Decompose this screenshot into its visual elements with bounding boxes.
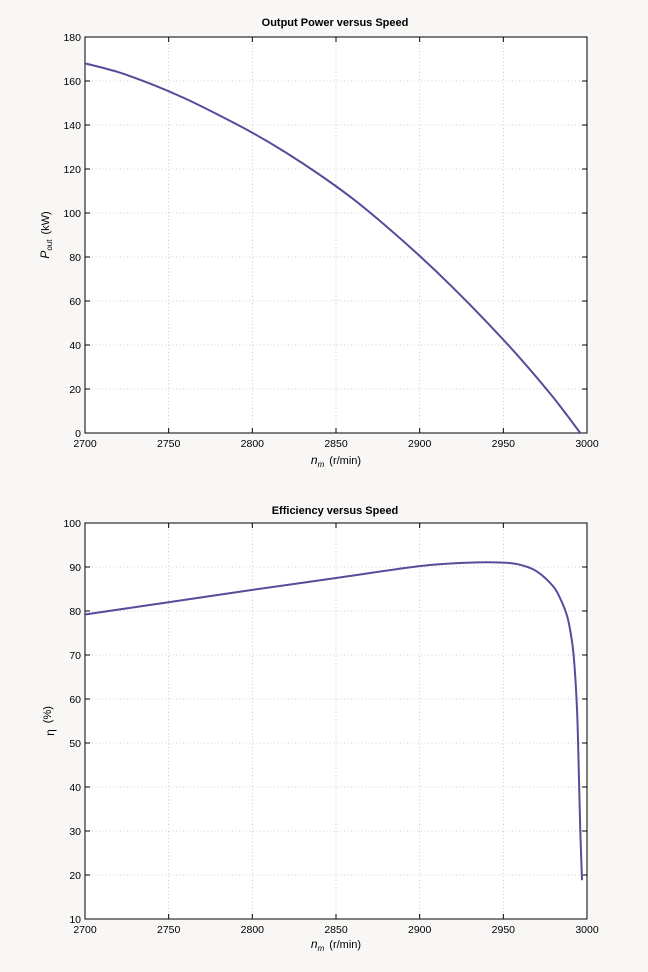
data-series <box>84 62 582 434</box>
y-tick-label: 60 <box>69 694 81 706</box>
x-tick-label: 2700 <box>73 438 97 450</box>
chart-title: Efficiency versus Speed <box>272 505 399 517</box>
x-tick-label: 2950 <box>492 438 516 450</box>
y-axis-label: η (%) <box>42 706 57 736</box>
y-tick-label: 10 <box>69 914 81 926</box>
x-tick-label: 2700 <box>73 924 97 936</box>
y-tick-label: 80 <box>69 606 81 618</box>
y-axis-label: Pout (kW) <box>38 211 54 258</box>
x-tick-label: 2750 <box>157 438 181 450</box>
x-tick-label: 2800 <box>241 924 265 936</box>
y-tick-label: 160 <box>63 76 81 88</box>
y-tick-label: 100 <box>63 208 81 220</box>
y-tick-label: 0 <box>75 428 81 440</box>
x-tick-label: 3000 <box>575 438 599 450</box>
x-axis-label: nm (r/min) <box>311 453 361 469</box>
x-tick-label: 2850 <box>324 438 348 450</box>
y-tick-label: 30 <box>69 826 81 838</box>
x-tick-label: 2950 <box>492 924 516 936</box>
series-line-0 <box>84 62 582 434</box>
series-line-0 <box>84 561 583 881</box>
x-axis-label-unit: (r/min) <box>329 455 361 467</box>
chart-output-power: Output Power versus Speed 2700 2750 2800 28… <box>38 17 599 469</box>
y-tick-label: 80 <box>69 252 81 264</box>
y-tick-label: 70 <box>69 650 81 662</box>
x-axis-label-symbol: n <box>311 453 318 467</box>
x-tick-label: 3000 <box>575 924 599 936</box>
y-tick-label: 20 <box>69 384 81 396</box>
x-tick-label: 2900 <box>408 438 432 450</box>
y-tick-label: 120 <box>63 164 81 176</box>
y-tick-label: 100 <box>63 518 81 530</box>
x-tick-label: 2800 <box>241 438 265 450</box>
y-tick-label: 140 <box>63 120 81 132</box>
x-tick-label: 2750 <box>157 924 181 936</box>
axis-ticks: 2700 2750 2800 2850 2900 2950 3000 10 20 30 40 50 60… <box>63 518 598 936</box>
y-tick-label: 180 <box>63 32 81 44</box>
grid-lines <box>85 523 587 919</box>
y-axis-label-unit: (kW) <box>40 211 52 234</box>
x-axis-label-symbol: n <box>311 937 318 951</box>
y-axis-label-symbol: P <box>38 251 52 259</box>
y-axis-label-unit: (%) <box>42 706 54 723</box>
x-axis-label-subscript: m <box>318 944 325 953</box>
data-series <box>84 561 583 881</box>
y-tick-label: 90 <box>69 562 81 574</box>
x-tick-label: 2850 <box>324 924 348 936</box>
grid-lines <box>85 37 587 433</box>
y-axis-label-symbol: η <box>43 729 57 736</box>
y-tick-label: 50 <box>69 738 81 750</box>
y-tick-label: 60 <box>69 296 81 308</box>
axis-ticks: 2700 2750 2800 2850 2900 2950 3000 0 20 40 60 80 100… <box>63 32 598 450</box>
y-tick-label: 40 <box>69 782 81 794</box>
x-axis-label-subscript: m <box>318 460 325 469</box>
y-axis-label-subscript: out <box>45 239 54 251</box>
chart-efficiency: Efficiency versus Speed 2700 2750 2800 2850… <box>42 505 599 953</box>
x-axis-label-unit: (r/min) <box>329 939 361 951</box>
chart-title: Output Power versus Speed <box>262 17 409 29</box>
x-tick-label: 2900 <box>408 924 432 936</box>
y-tick-label: 20 <box>69 870 81 882</box>
y-tick-label: 40 <box>69 340 81 352</box>
x-axis-label: nm (r/min) <box>311 937 361 953</box>
